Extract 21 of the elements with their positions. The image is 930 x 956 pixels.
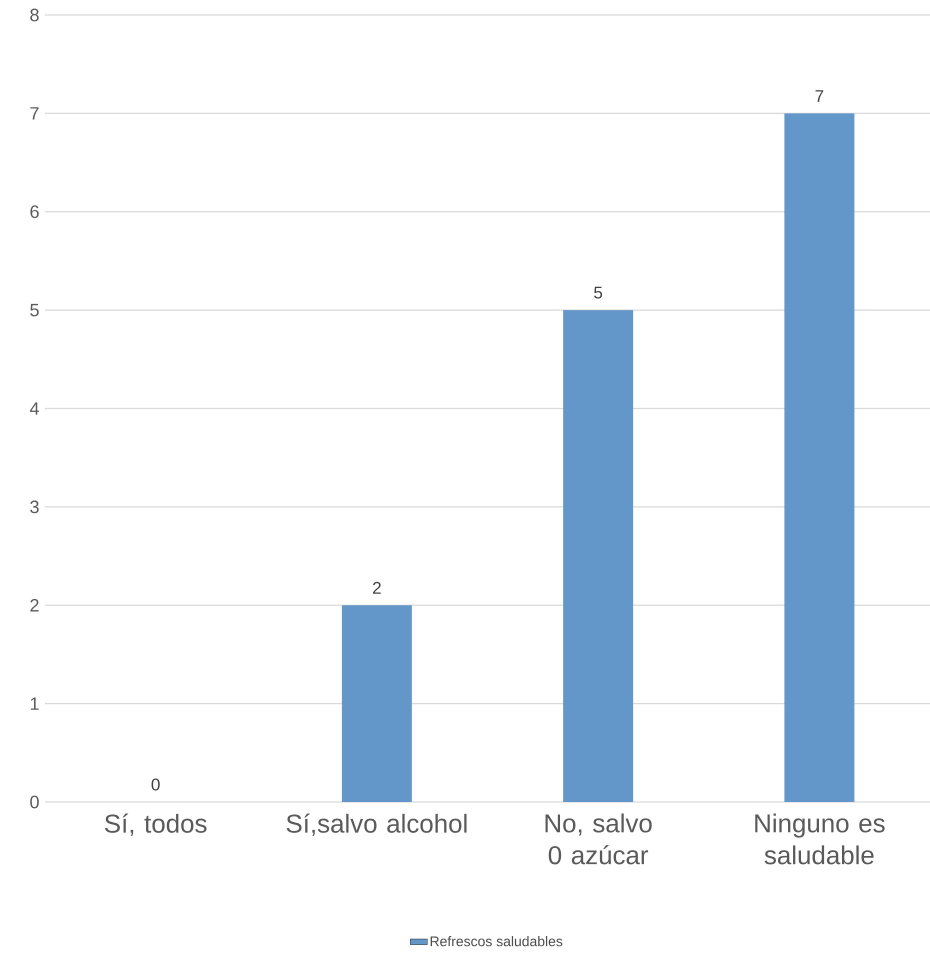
x-tick-label: Ninguno es saludable — [755, 814, 885, 864]
y-tick-label: 0 — [30, 796, 39, 808]
data-label: 0 — [152, 778, 160, 790]
data-label: 2 — [373, 582, 381, 594]
y-tick-label: 8 — [30, 8, 39, 22]
y-tick-label: 1 — [30, 697, 39, 710]
bar — [784, 113, 854, 802]
y-tick-label: 3 — [30, 500, 39, 514]
legend-label: Refrescos saludables — [430, 936, 562, 946]
data-label: 5 — [594, 286, 602, 299]
x-tick-label: Sí, todos — [104, 814, 207, 836]
x-tick-label: Sí,salvo alcohol — [286, 814, 467, 836]
y-tick-label: 4 — [30, 402, 39, 415]
x-tick-label: No, salvo 0 azúcar — [546, 814, 652, 864]
y-tick-label: 7 — [30, 107, 39, 120]
y-tick-label: 2 — [30, 598, 39, 612]
bar — [342, 605, 412, 802]
y-tick-label: 6 — [30, 205, 39, 218]
data-label: 7 — [816, 90, 824, 102]
y-tick-label: 5 — [30, 304, 39, 316]
bar — [563, 310, 634, 802]
